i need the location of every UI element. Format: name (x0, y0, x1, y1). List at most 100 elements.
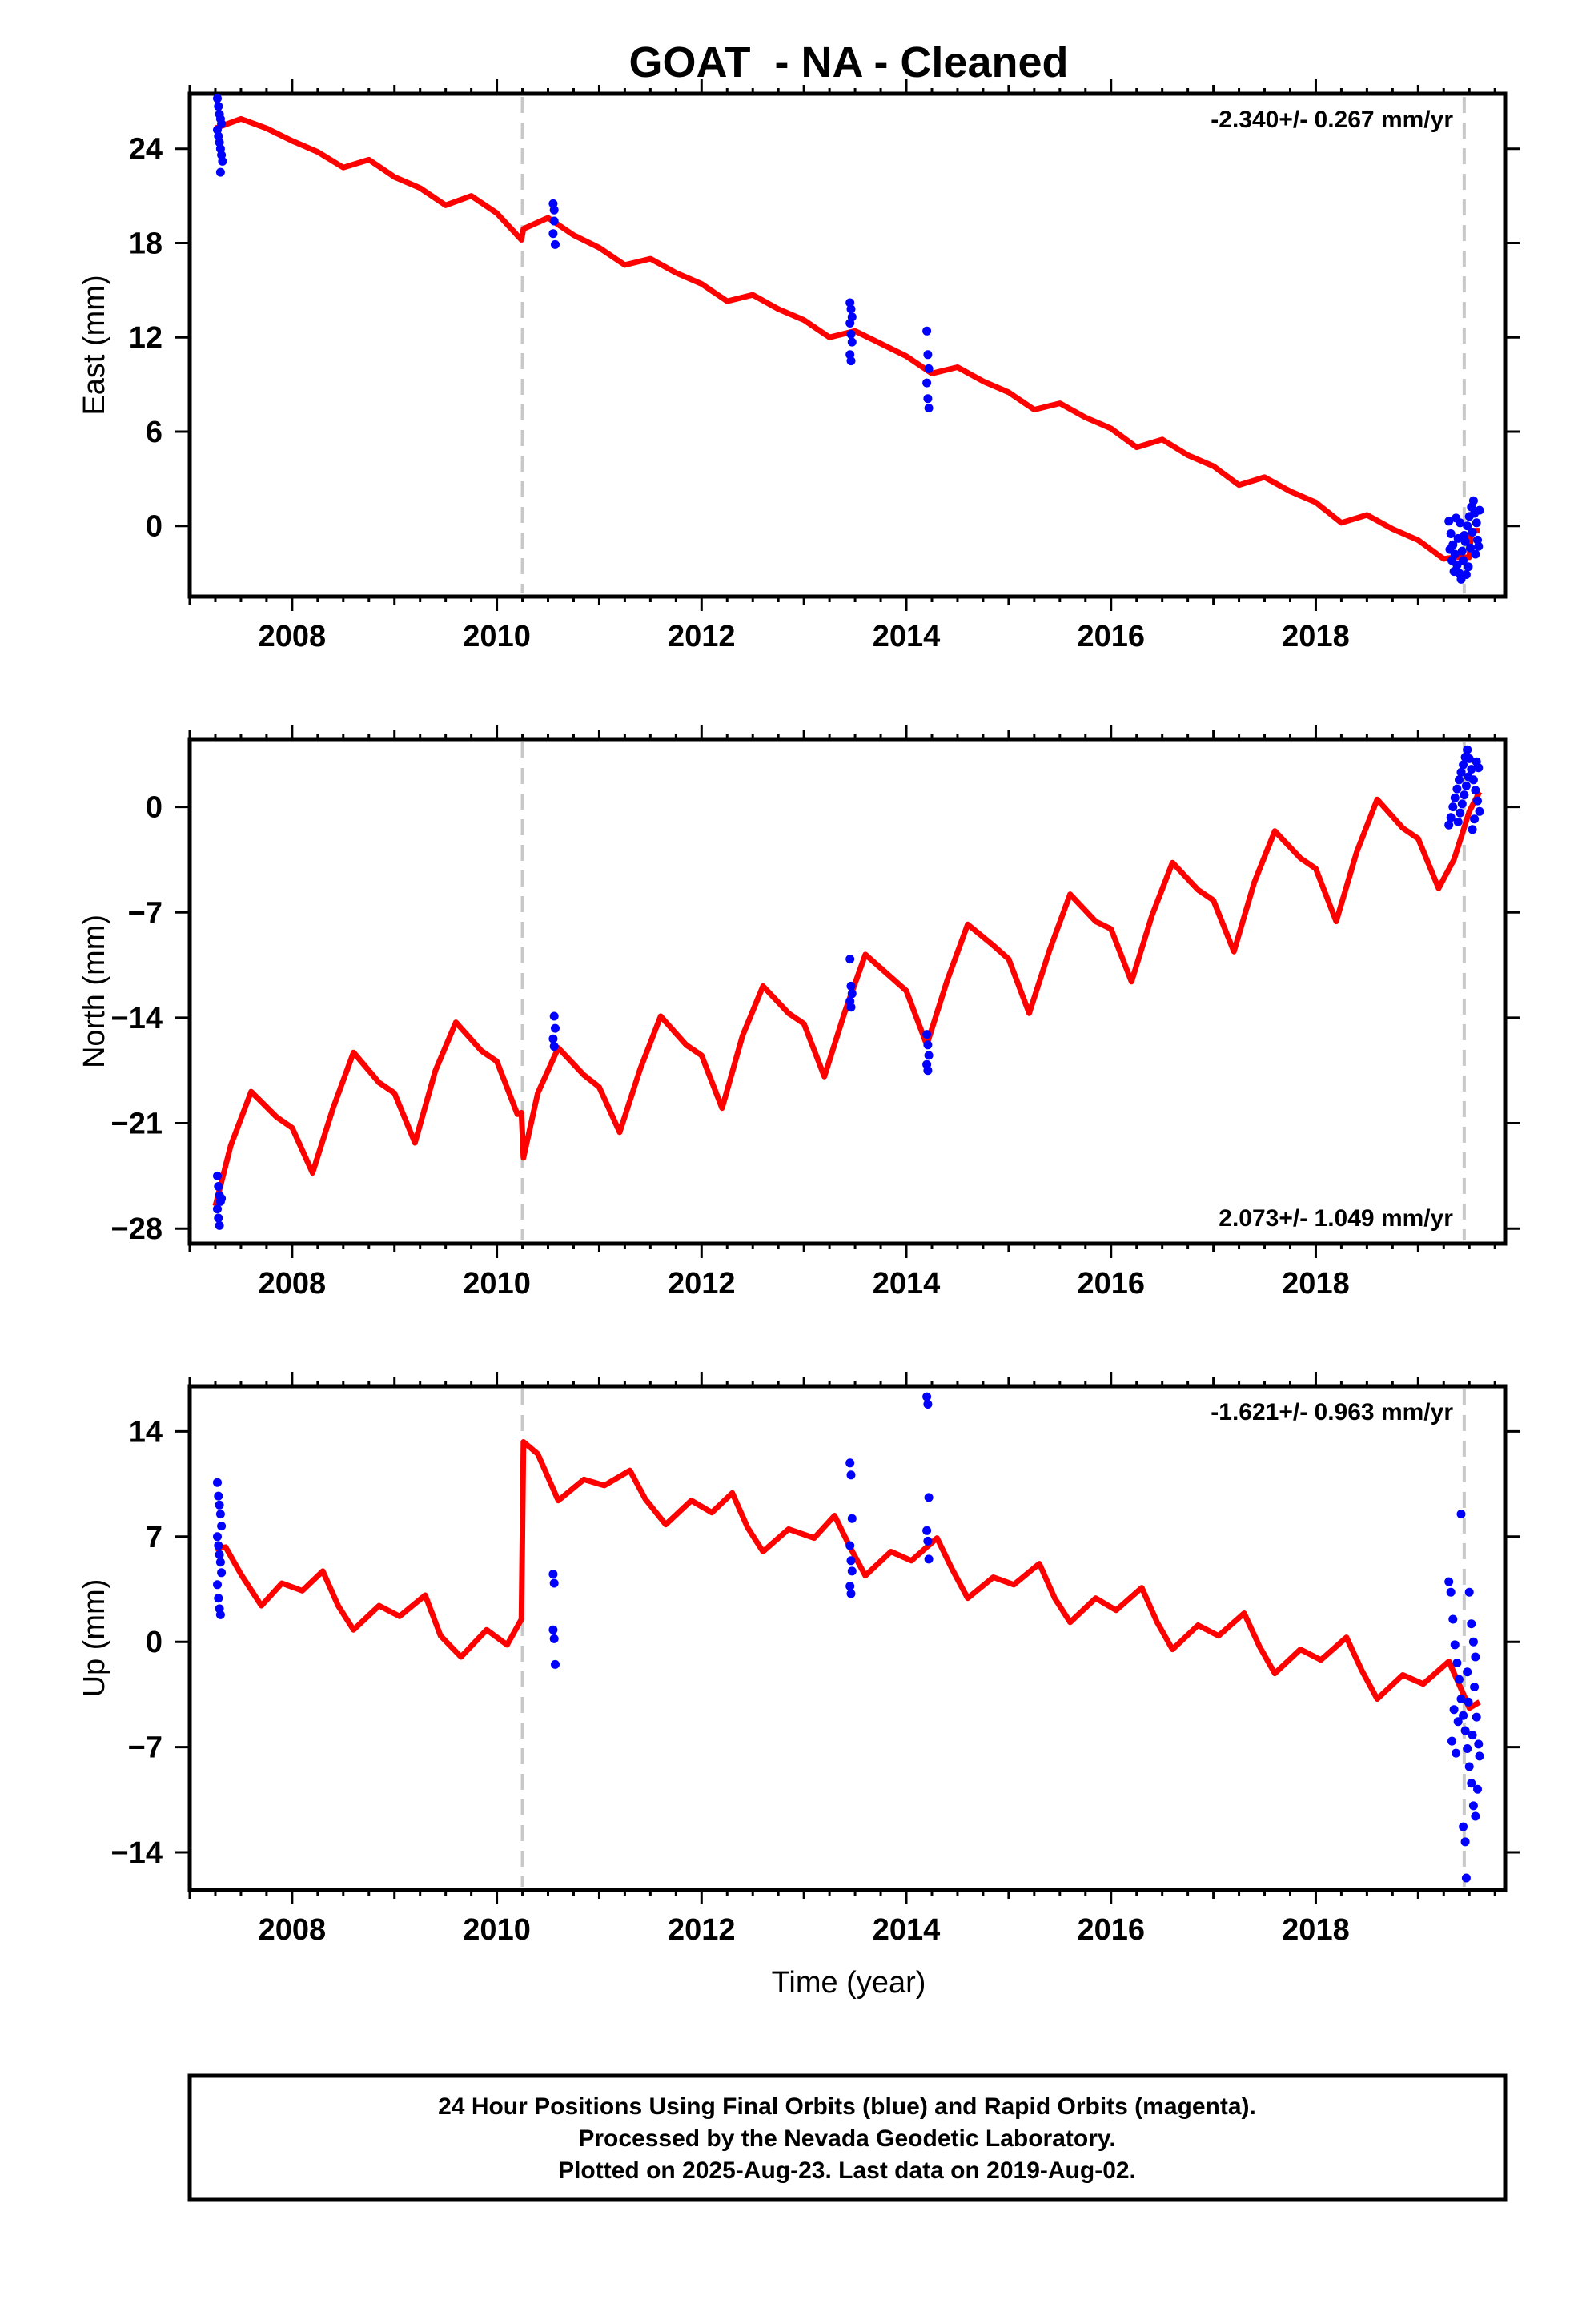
north-data-point (1461, 781, 1471, 790)
north-data-point (551, 1023, 560, 1033)
north-frame (187, 737, 1508, 1246)
east-data-point (1475, 505, 1484, 515)
east-data-point (1468, 496, 1478, 505)
north-rate-label: 2.073+/- 1.049 mm/yr (1219, 1205, 1453, 1232)
chart-title: GOAT - NA - Cleaned (628, 38, 1068, 86)
north-y-tick-label: −28 (111, 1212, 163, 1246)
north-model-line (212, 790, 1483, 1207)
up-x-tick-label: 2008 (259, 1913, 327, 1947)
up-data-point (845, 1458, 855, 1468)
east-y-tick-label: 6 (146, 416, 163, 449)
up-y-tick-label: 14 (129, 1415, 163, 1449)
east-data-point (924, 404, 934, 412)
up-data-point (1452, 1748, 1461, 1758)
east-data-point (551, 239, 560, 249)
north-y-tick-label: −21 (111, 1108, 163, 1141)
up-data-point (215, 1500, 224, 1510)
up-data-point (846, 1556, 856, 1566)
east-data-point (1468, 528, 1477, 537)
up-data-point (548, 1570, 558, 1579)
up-data-point (1449, 1705, 1459, 1715)
up-data-point (215, 1510, 225, 1519)
north-data-point (1450, 793, 1460, 802)
north-y-tick-label: 0 (146, 791, 163, 825)
north-data-point (215, 1220, 224, 1230)
up-data-point (1464, 1697, 1473, 1707)
up-model-line (215, 1439, 1481, 1711)
up-data-point (215, 1550, 224, 1559)
north-data-point (1474, 763, 1484, 773)
north-data-point (1444, 820, 1454, 830)
up-data-point (1463, 1744, 1472, 1753)
north-data-point (1457, 799, 1467, 809)
east-data-point (217, 119, 227, 128)
north-data-point (846, 981, 856, 991)
east-data-point (846, 329, 856, 339)
up-data-point (846, 1589, 856, 1598)
east-data-point (1463, 521, 1472, 531)
up-data-point (1473, 1784, 1482, 1794)
east-data-point (1461, 570, 1471, 579)
up-y-tick-label: 7 (146, 1521, 163, 1554)
north-data-point (1453, 817, 1463, 826)
up-data-point (923, 1536, 933, 1546)
east-rate-label: -2.340+/- 0.267 mm/yr (1211, 107, 1453, 133)
up-data-point (922, 1526, 932, 1535)
east-data-point (1449, 567, 1459, 577)
east-model-line (214, 115, 1480, 562)
north-data-point (1467, 765, 1476, 774)
up-data-point (1470, 1683, 1480, 1691)
up-y-tick-label: 0 (146, 1626, 163, 1659)
north-data-point (549, 1042, 559, 1051)
x-axis-label: Time (year) (772, 1966, 926, 2000)
north-data-point (924, 1051, 934, 1060)
north-data-point (923, 1066, 933, 1076)
up-data-point (1453, 1717, 1463, 1727)
east-data-point (846, 356, 856, 366)
north-y-axis-label: North (mm) (78, 915, 111, 1068)
north-data-point (923, 1040, 933, 1050)
east-x-tick-label: 2018 (1282, 620, 1350, 653)
east-data-point (549, 216, 559, 226)
north-data-point (213, 1171, 222, 1180)
up-panel: 2008 2010 2012 2014 2016 2018 14 7 0 −7 −14 Up (mm)… (78, 1372, 1520, 1947)
up-data-point (215, 1558, 225, 1567)
north-data-point (1452, 784, 1462, 794)
up-data-point (214, 1594, 223, 1603)
up-data-point (1464, 1762, 1474, 1771)
up-data-point (213, 1478, 222, 1487)
up-data-point (549, 1578, 559, 1588)
up-data-point (924, 1554, 934, 1564)
up-rate-label: -1.621+/- 0.963 mm/yr (1211, 1399, 1453, 1425)
up-data-point (214, 1491, 223, 1501)
up-data-point (1459, 1822, 1468, 1831)
east-panel: 2008 2010 2012 2014 2016 2018 24 18 12 6 0 East (mm… (78, 79, 1520, 653)
north-x-tick-label: 2012 (668, 1267, 736, 1301)
up-x-tick-label: 2018 (1282, 1913, 1350, 1947)
east-y-tick-label: 18 (129, 227, 163, 260)
up-data-point (1468, 1801, 1478, 1811)
up-data-point (1467, 1619, 1476, 1629)
north-y-tick-label: −7 (128, 896, 163, 930)
north-x-tick-label: 2014 (873, 1267, 941, 1301)
east-data-point (924, 364, 934, 373)
up-data-point (1450, 1640, 1460, 1650)
footer-line-3: Plotted on 2025-Aug-23. Last data on 201… (558, 2157, 1136, 2184)
east-x-tick-label: 2014 (873, 620, 941, 653)
up-y-axis-label: Up (mm) (78, 1579, 111, 1698)
east-data-point (1445, 545, 1455, 554)
up-data-point (1456, 1510, 1466, 1519)
up-data-point (1472, 1712, 1481, 1722)
footer-line-2: Processed by the Nevada Geodetic Laborat… (578, 2125, 1115, 2152)
east-data-point (213, 94, 222, 103)
east-data-point (922, 326, 932, 336)
east-data-point (847, 337, 857, 347)
east-data-point (218, 156, 227, 166)
up-data-point (1460, 1837, 1470, 1847)
east-data-point (548, 229, 558, 239)
up-data-point (215, 1610, 225, 1619)
east-data-point (923, 350, 933, 360)
north-x-tick-label: 2010 (463, 1267, 531, 1301)
up-data-point (1464, 1587, 1474, 1597)
